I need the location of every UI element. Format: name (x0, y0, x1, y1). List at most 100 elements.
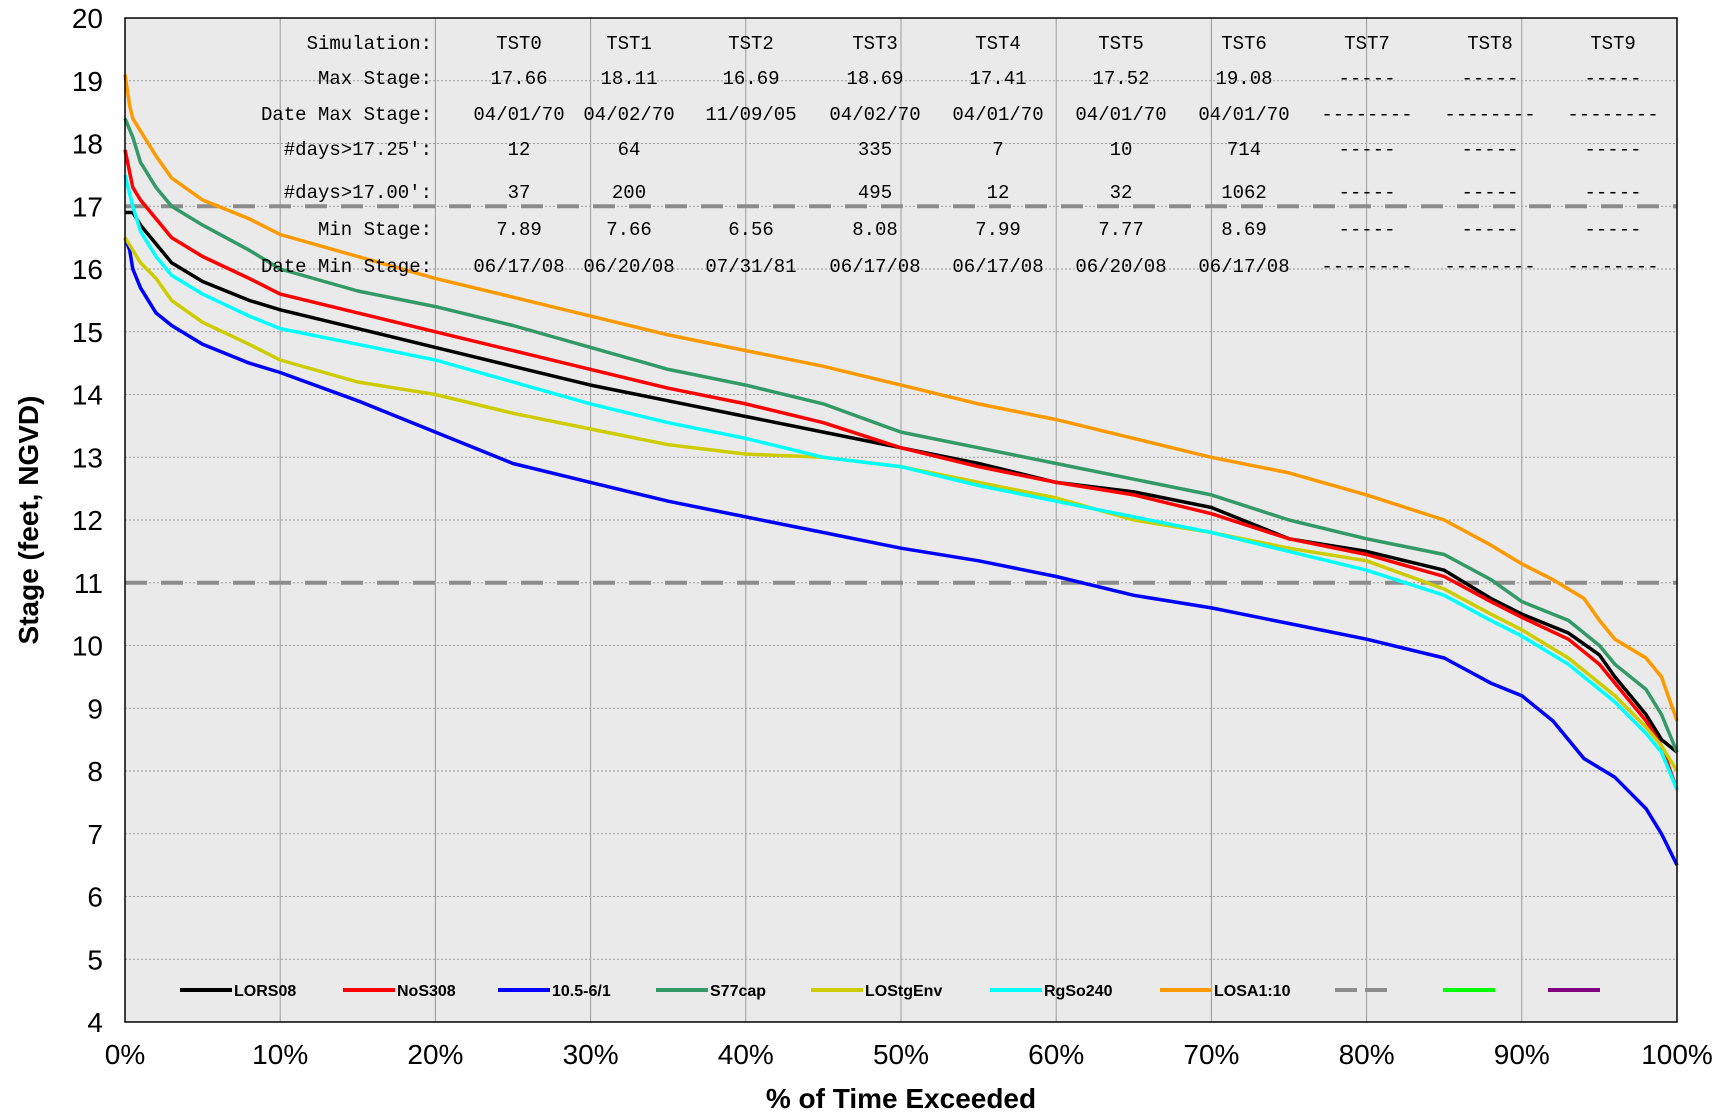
table-cell: ----- (1461, 219, 1518, 241)
table-cell: 7.89 (496, 219, 542, 241)
plot-frame (124, 17, 1678, 1023)
y-tick-label: 12 (72, 505, 103, 536)
table-cell: 04/01/70 (473, 104, 564, 126)
table-cell: 06/17/08 (829, 256, 920, 278)
table-cell: ----- (1338, 139, 1395, 161)
table-cell: ----- (1461, 182, 1518, 204)
table-cell: 7.77 (1098, 219, 1144, 241)
table-cell: 6.56 (728, 219, 774, 241)
table-cell: TST6 (1221, 33, 1267, 55)
y-tick-label: 11 (74, 568, 103, 599)
table-row-label: #days>17.00': (284, 182, 432, 204)
y-tick-label: 15 (72, 317, 103, 348)
legend-label: LORS08 (234, 983, 296, 1000)
table-cell: TST2 (728, 33, 774, 55)
stats-table: Simulation: Max Stage: Date Max Stage: #day… (261, 33, 1659, 278)
table-cell: 1062 (1221, 182, 1267, 204)
table-cell: 17.66 (490, 68, 547, 90)
table-cell: TST3 (852, 33, 898, 55)
y-tick-label: 5 (87, 944, 103, 975)
table-cell: TST0 (496, 33, 542, 55)
table-cell: 495 (858, 182, 892, 204)
table-cell: 06/20/08 (1075, 256, 1166, 278)
table-cell: 07/31/81 (705, 256, 796, 278)
table-row-label: Min Stage: (318, 219, 432, 241)
series-lines (123, 74, 1679, 866)
legend-label: RgSo240 (1044, 983, 1113, 1000)
y-tick-label: 20 (72, 3, 103, 34)
legend-label: 10.5-6/1 (552, 983, 611, 1000)
y-tick-label: 14 (72, 380, 103, 411)
x-tick-label: 100% (1641, 1039, 1713, 1070)
y-tick-label: 4 (87, 1007, 103, 1038)
table-cell: 16.69 (722, 68, 779, 90)
x-tick-label: 10% (252, 1039, 308, 1070)
table-cell: 04/01/70 (952, 104, 1043, 126)
table-cell: 06/17/08 (1198, 256, 1289, 278)
table-cell: ----- (1584, 219, 1641, 241)
x-tick-label: 20% (407, 1039, 463, 1070)
x-tick-label: 50% (873, 1039, 929, 1070)
table-cell: ----- (1461, 139, 1518, 161)
series-line-rgso240 (123, 174, 1679, 791)
table-row-label: #days>17.25': (284, 139, 432, 161)
x-tick-labels: 0% 10% 20% 30% 40% 50% 60% 70% 80% 90% 100% (105, 1039, 1713, 1070)
table-cell: -------- (1444, 256, 1535, 278)
table-cell: 17.52 (1092, 68, 1149, 90)
table-cell: -------- (1444, 104, 1535, 126)
y-tick-label: 13 (72, 442, 103, 473)
legend-label: LOStgEnv (865, 983, 942, 1000)
table-cell: 7.99 (975, 219, 1021, 241)
table-cell: 10 (1110, 139, 1133, 161)
table-row-label: Simulation: (307, 33, 432, 55)
y-tick-label: 17 (72, 191, 103, 222)
table-cell: 12 (508, 139, 531, 161)
table-cell: 200 (612, 182, 646, 204)
table-cell: 06/17/08 (473, 256, 564, 278)
reference-lines (125, 204, 1677, 585)
table-cell: TST9 (1590, 33, 1636, 55)
table-cell: 04/02/70 (583, 104, 674, 126)
table-cell: 19.08 (1215, 68, 1272, 90)
series-line-nos308 (123, 149, 1679, 791)
y-tick-label: 8 (87, 756, 103, 787)
table-cell: -------- (1321, 104, 1412, 126)
y-tick-label: 19 (72, 66, 103, 97)
table-cell: TST5 (1098, 33, 1144, 55)
table-cell: 7 (992, 139, 1003, 161)
table-cell: 06/20/08 (583, 256, 674, 278)
x-axis-title: % of Time Exceeded (766, 1083, 1036, 1114)
legend-label: NoS308 (397, 983, 456, 1000)
y-tick-label: 7 (87, 819, 103, 850)
table-cell: -------- (1567, 256, 1658, 278)
table-cell: 8.69 (1221, 219, 1267, 241)
table-cell: ----- (1338, 68, 1395, 90)
legend-label: LOSA1:10 (1214, 983, 1291, 1000)
table-row-label: Max Stage: (318, 68, 432, 90)
table-cell: 37 (508, 182, 531, 204)
x-tick-label: 90% (1494, 1039, 1550, 1070)
table-cell: ----- (1584, 182, 1641, 204)
table-cell: TST1 (606, 33, 652, 55)
table-cell: 32 (1110, 182, 1133, 204)
y-tick-labels: 4 5 6 7 8 9 10 11 12 13 14 15 16 17 18 19 20 (72, 3, 103, 1038)
table-cell: 64 (618, 139, 641, 161)
table-cell: 17.41 (969, 68, 1026, 90)
x-tick-label: 0% (105, 1039, 145, 1070)
table-cell: -------- (1567, 104, 1658, 126)
table-cell: ----- (1338, 219, 1395, 241)
table-cell: 04/01/70 (1075, 104, 1166, 126)
legend-label: S77cap (710, 983, 766, 1000)
x-tick-label: 70% (1183, 1039, 1239, 1070)
x-tick-label: 80% (1339, 1039, 1395, 1070)
table-cell: 7.66 (606, 219, 652, 241)
table-cell: 11/09/05 (705, 104, 796, 126)
y-tick-label: 10 (72, 631, 103, 662)
series-line-s77cap (123, 117, 1679, 753)
y-tick-label: 16 (72, 254, 103, 285)
table-cell: 06/17/08 (952, 256, 1043, 278)
table-cell: 04/01/70 (1198, 104, 1289, 126)
table-cell: ----- (1338, 182, 1395, 204)
